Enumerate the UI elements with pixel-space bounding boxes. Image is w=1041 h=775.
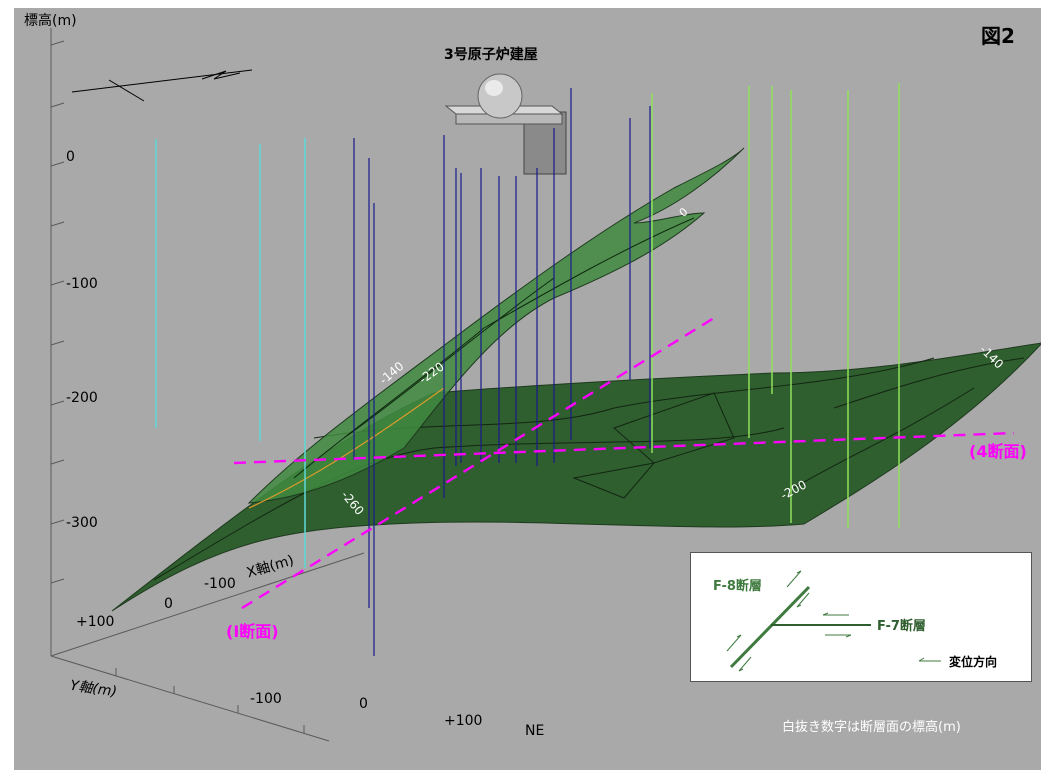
f8-fault-line — [729, 585, 811, 669]
z-ticks — [50, 40, 65, 584]
building-label: 3号原子炉建屋 — [444, 47, 538, 63]
z-tick-label: -200 — [66, 390, 98, 406]
plot-area: 標高(m) 図2 3号原子炉建屋 0 -100 -200 -300 X軸(m) … — [14, 8, 1041, 770]
intersection-line — [248, 387, 445, 509]
north-arrow-icon — [71, 69, 253, 102]
north-label: NE — [525, 723, 545, 739]
f7-fault-label: F-7断層 — [877, 619, 926, 634]
y-tick-label: -100 — [250, 691, 282, 707]
figure-label: 図2 — [981, 24, 1015, 48]
displacement-arrows — [726, 570, 941, 672]
z-tick-label: -300 — [66, 515, 98, 531]
x-tick-label: -100 — [204, 576, 236, 592]
f8-fault-label: F-8断層 — [713, 579, 762, 594]
z-axis-label: 標高(m) — [24, 13, 77, 29]
x-tick-label: 0 — [164, 596, 173, 612]
legend-box: F-8断層 F-7断層 変位方向 — [690, 552, 1032, 682]
boreholes-cyan — [155, 138, 306, 568]
surface-contours — [153, 357, 1025, 581]
displacement-label: 変位方向 — [949, 655, 998, 669]
z-tick-label: 0 — [66, 149, 75, 165]
boreholes-blue — [353, 88, 651, 656]
y-axis-line — [50, 655, 330, 742]
x-axis-line — [50, 552, 365, 657]
legend-graphics — [726, 570, 941, 672]
y-ticks — [115, 668, 305, 733]
z-tick-label: -100 — [66, 276, 98, 292]
boreholes-green — [651, 83, 900, 528]
section-4-label: (4断面) — [969, 442, 1027, 461]
y-tick-label: 0 — [359, 696, 368, 712]
footnote: 白抜き数字は断層面の標高(m) — [782, 720, 961, 735]
section-1-label: (I断面) — [226, 622, 279, 641]
x-tick-label: +100 — [76, 614, 115, 630]
section-lines — [233, 316, 1015, 610]
reactor-building-icon — [444, 73, 567, 175]
y-tick-label: +100 — [444, 713, 483, 729]
diagram-graphics — [50, 28, 1041, 742]
